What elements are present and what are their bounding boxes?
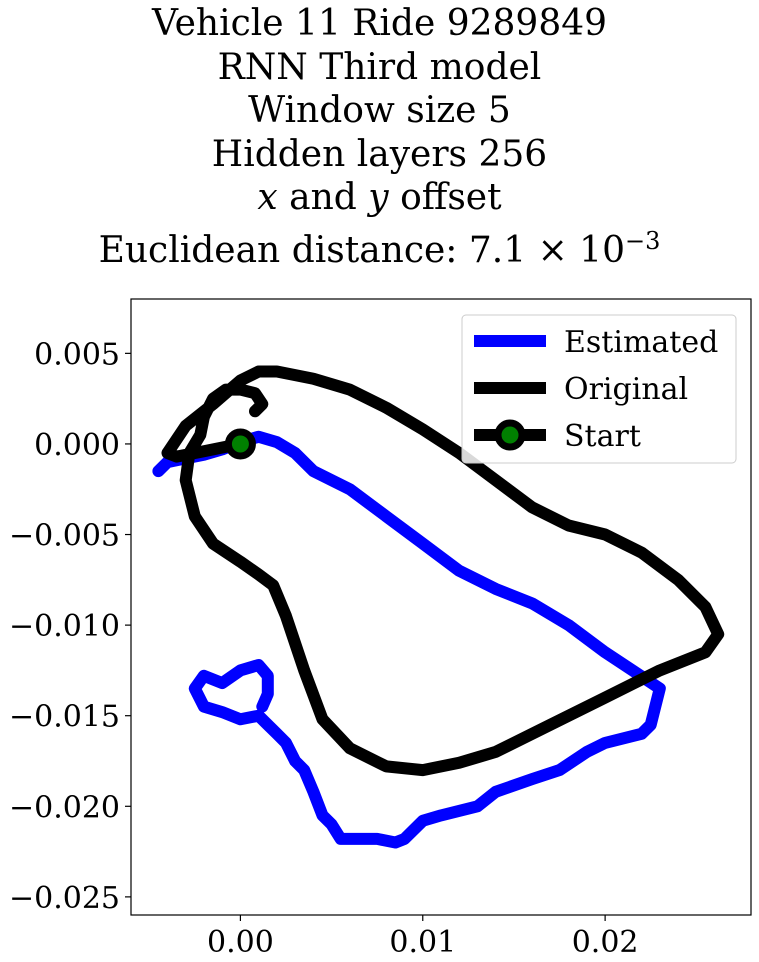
y-tick-label: −0.010: [9, 609, 120, 644]
y-tick-label: −0.015: [9, 700, 120, 735]
series-line-original: [161, 365, 725, 777]
chart-title: Vehicle 11 Ride 9289849 RNN Third model …: [0, 2, 759, 272]
legend-start-marker: [494, 419, 526, 451]
title-line-5: x and y offset: [0, 176, 759, 220]
title-y-var: y: [368, 177, 389, 218]
axes-frame: [130, 298, 752, 916]
x-tick-label: 0.00: [207, 925, 274, 960]
y-tick-label: 0.000: [34, 428, 120, 463]
x-tick-label: 0.01: [389, 925, 456, 960]
legend-label-original: Original: [564, 372, 688, 407]
title-line-6: Euclidean distance: 7.1 × 10−3: [0, 220, 759, 273]
title-line-1: Vehicle 11 Ride 9289849: [151, 3, 608, 44]
x-tick-label: 0.02: [572, 925, 639, 960]
legend-box: [461, 314, 737, 464]
y-tick-label: −0.005: [9, 519, 120, 554]
y-tick-label: 0.005: [34, 337, 120, 372]
y-tick-label: −0.020: [9, 790, 120, 825]
start-marker: [224, 428, 256, 460]
title-exponent: −3: [625, 226, 661, 255]
title-line-3: Window size 5: [248, 90, 511, 131]
y-tick-label: −0.025: [9, 881, 120, 916]
title-distance: Euclidean distance: 7.1 × 10: [98, 229, 625, 271]
title-offset: offset: [388, 177, 502, 218]
legend-label-start: Start: [564, 419, 641, 454]
series-line-estimated: [152, 430, 666, 849]
title-x-var: x: [257, 177, 278, 218]
title-and: and: [277, 177, 369, 218]
title-line-2: RNN Third model: [217, 46, 542, 88]
title-line-4: Hidden layers 256: [211, 133, 548, 175]
legend-label-estimated: Estimated: [564, 325, 718, 360]
